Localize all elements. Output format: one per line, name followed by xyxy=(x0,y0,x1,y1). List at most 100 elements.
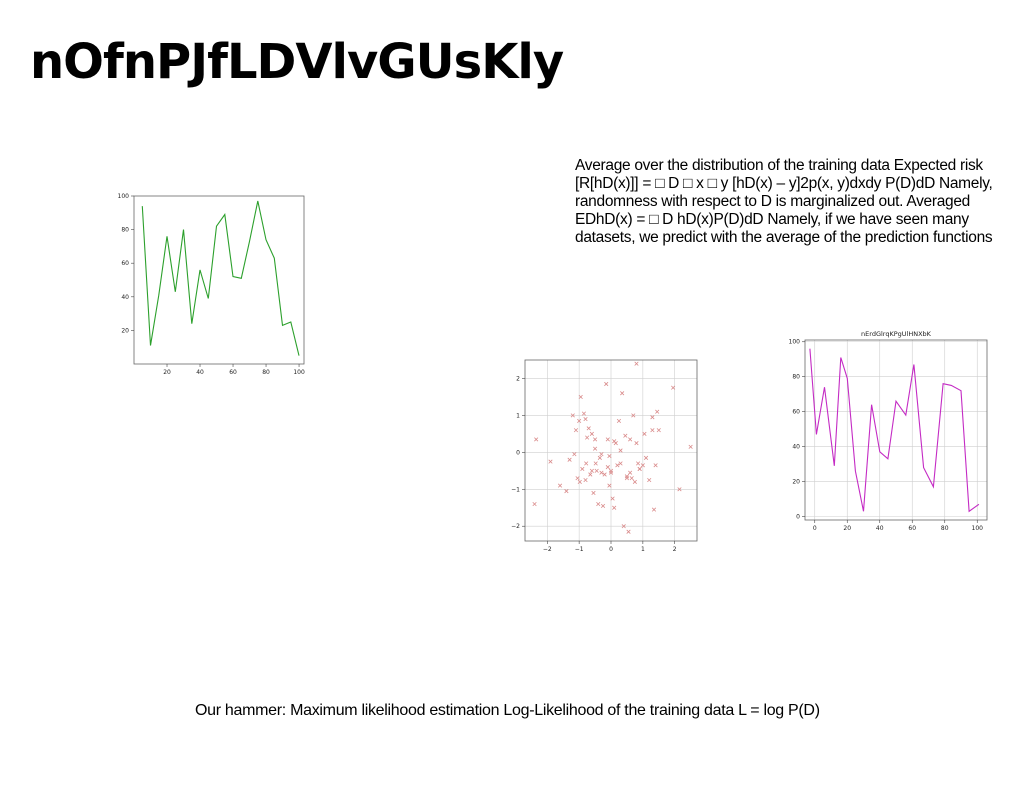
scatter-point xyxy=(618,448,623,453)
scatter-point xyxy=(615,463,620,468)
scatter-point xyxy=(607,453,612,459)
scatter-point xyxy=(592,437,598,442)
scatter-point xyxy=(620,391,625,396)
x-tick-label: 1 xyxy=(641,546,645,553)
scatter-point xyxy=(599,452,604,457)
y-tick-label: −2 xyxy=(511,523,520,530)
scatter-point xyxy=(640,463,645,468)
scatter-point xyxy=(596,501,601,507)
scatter-point xyxy=(612,505,617,510)
scatter-point xyxy=(618,461,623,466)
y-tick-label: 80 xyxy=(121,227,129,234)
scatter-point xyxy=(597,455,602,460)
scatter-point xyxy=(583,417,588,422)
y-tick-label: 1 xyxy=(516,412,520,419)
slide-title: nOfnPJfLDVlvGUsKly xyxy=(30,34,564,90)
scatter-point xyxy=(610,496,615,501)
scatter-point xyxy=(577,418,582,424)
scatter-point xyxy=(593,461,598,466)
scatter-point xyxy=(653,463,658,468)
y-tick-label: 100 xyxy=(118,193,130,200)
magenta-line-chart: 0 20 40 60 80 100 0 20 40 60 80 100 nErdGlrqKPgUlHNX… xyxy=(789,330,988,532)
scatter-point xyxy=(624,474,630,479)
scatter-point xyxy=(623,433,628,438)
scatter-point xyxy=(608,468,614,473)
y-tick-label: 0 xyxy=(796,514,800,521)
y-tick-label: 100 xyxy=(789,339,801,346)
scatter-point xyxy=(599,470,604,475)
scatter-point xyxy=(624,476,630,481)
scatter-point xyxy=(572,452,577,457)
x-tick-label: 20 xyxy=(843,525,851,532)
scatter-point xyxy=(643,455,649,460)
x-tick-label: 80 xyxy=(262,369,270,376)
scatter-point xyxy=(655,409,660,414)
scatter-point xyxy=(634,361,639,366)
scatter-point xyxy=(650,415,655,420)
chart-title: nErdGlrqKPgUlHNXbK xyxy=(861,330,932,338)
scatter-point xyxy=(583,477,588,483)
scatter-point xyxy=(621,524,626,529)
y-tick-label: 0 xyxy=(516,449,520,456)
scatter-point xyxy=(616,418,622,424)
scatter-point xyxy=(656,428,661,433)
x-tick-label: 20 xyxy=(163,369,171,376)
scatter-point xyxy=(591,490,596,496)
slide-body-text: Average over the distribution of the tra… xyxy=(575,157,993,246)
scatter-point xyxy=(570,413,575,418)
x-tick-label: 2 xyxy=(673,546,677,553)
slide-caption: Our hammer: Maximum likelihood estimatio… xyxy=(195,702,820,719)
y-tick-label: 40 xyxy=(792,444,800,451)
scatter-point xyxy=(631,413,636,418)
scatter-point xyxy=(605,465,610,470)
scatter-point xyxy=(605,437,610,442)
scatter-point xyxy=(578,394,583,400)
scatter-point xyxy=(592,446,598,451)
scatter-point xyxy=(581,411,587,416)
scatter-point xyxy=(602,472,607,477)
scatter-point xyxy=(628,470,633,475)
scatter-point xyxy=(584,461,589,466)
scatter-point xyxy=(594,468,599,473)
x-tick-label: 100 xyxy=(972,525,984,532)
scatter-point xyxy=(604,381,609,387)
x-tick-label: −2 xyxy=(543,546,552,553)
plot-frame xyxy=(804,339,988,521)
scatter-point xyxy=(588,472,593,477)
scatter-point xyxy=(632,479,637,484)
scatter-point xyxy=(637,466,642,472)
x-tick-label: −1 xyxy=(575,546,584,553)
scatter-point xyxy=(557,483,563,488)
scatter-point xyxy=(650,428,655,433)
scatter-point xyxy=(677,487,682,492)
scatter-point xyxy=(626,529,631,534)
scatter-point xyxy=(589,468,594,473)
y-tick-label: 60 xyxy=(792,409,800,416)
x-tick-label: 0 xyxy=(813,525,817,532)
green-line-chart: 20 40 60 80 100 20 40 60 80 100 xyxy=(118,193,305,376)
y-tick-label: 20 xyxy=(121,327,129,334)
scatter-plot: −2 −1 0 1 2 −2 −1 0 1 2 xyxy=(511,359,698,553)
y-tick-label: 40 xyxy=(121,294,129,301)
x-tick-label: 0 xyxy=(609,546,613,553)
y-tick-label: −1 xyxy=(511,486,520,493)
scatter-point xyxy=(634,441,639,446)
scatter-point xyxy=(564,489,569,494)
scatter-point xyxy=(671,385,676,390)
x-tick-label: 60 xyxy=(908,525,916,532)
scatter-point xyxy=(532,501,537,507)
scatter-point xyxy=(575,476,580,481)
x-tick-label: 40 xyxy=(196,369,204,376)
scatter-point xyxy=(586,426,591,431)
scatter-point xyxy=(688,444,693,449)
scatter-point xyxy=(534,437,539,442)
scatter-point xyxy=(651,507,657,512)
x-tick-label: 80 xyxy=(941,525,949,532)
y-tick-label: 80 xyxy=(792,374,800,381)
scatter-point xyxy=(577,479,582,484)
scatter-point xyxy=(629,476,634,481)
scatter-point xyxy=(567,457,572,462)
scatter-point xyxy=(585,435,590,440)
plot-frame xyxy=(133,195,305,365)
scatter-point xyxy=(573,428,579,433)
